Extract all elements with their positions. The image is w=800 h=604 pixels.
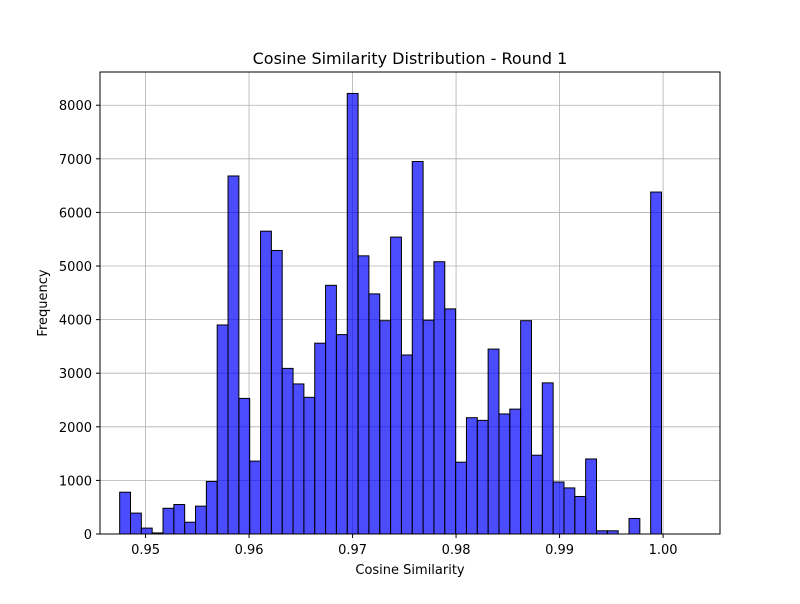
x-tick-label: 0.95: [131, 543, 160, 558]
histogram-bar: [195, 505, 207, 535]
histogram-bar: [650, 191, 663, 535]
histogram-bar: [400, 354, 413, 535]
x-tick-label: 0.96: [235, 543, 264, 558]
histogram-bar: [541, 382, 554, 535]
histogram-bar: [335, 334, 348, 535]
histogram-bar: [574, 495, 587, 535]
histogram-bar: [357, 255, 370, 535]
histogram-bar: [260, 230, 272, 535]
histogram-bar: [585, 458, 597, 535]
histogram-bar: [140, 527, 153, 535]
x-tick-label: 0.98: [442, 543, 471, 558]
histogram-bar: [303, 396, 316, 535]
histogram-bar: [509, 408, 522, 535]
histogram-bar: [487, 348, 500, 535]
histogram-bar: [314, 342, 327, 535]
histogram-bar: [455, 461, 467, 535]
histogram-bar: [292, 383, 305, 535]
y-tick-label: 3000: [59, 367, 92, 382]
x-axis-ticks: 0.95 0.96 0.97 0.98 0.99 1.00: [131, 534, 678, 558]
histogram-bar: [563, 487, 576, 535]
histogram-bar: [184, 521, 197, 535]
y-tick-label: 1000: [59, 474, 92, 489]
grid-lines: [100, 72, 720, 535]
histogram-bar: [411, 161, 424, 535]
histogram-bar: [433, 261, 446, 535]
y-axis-ticks: 0 1000 2000 3000 4000 5000 6000 7000 8000: [59, 99, 100, 543]
histogram-bar: [130, 512, 142, 535]
y-tick-label: 8000: [59, 99, 92, 114]
histogram-bar: [465, 417, 478, 535]
histogram-bar: [476, 419, 489, 535]
histogram-bar: [238, 397, 251, 535]
histogram-bar: [173, 504, 186, 535]
histogram-bar: [422, 319, 435, 535]
histogram-bar: [368, 293, 381, 535]
histogram-bar: [628, 517, 641, 535]
histogram-bar: [390, 236, 402, 535]
histogram-bar: [552, 481, 565, 535]
chart-title: Cosine Similarity Distribution - Round 1: [253, 49, 568, 68]
histogram-bar: [379, 320, 392, 535]
histogram-bar: [227, 175, 240, 535]
histogram-bar: [270, 249, 283, 535]
histogram-bar: [346, 92, 359, 535]
histogram-bar: [325, 284, 337, 535]
histogram-bar: [530, 454, 543, 535]
histogram-bar: [216, 324, 229, 535]
x-tick-label: 0.97: [338, 543, 367, 558]
y-tick-label: 4000: [59, 314, 92, 329]
histogram-bar: [162, 507, 175, 535]
y-tick-label: 6000: [59, 206, 92, 221]
y-tick-label: 0: [84, 528, 92, 543]
x-axis-label: Cosine Similarity: [355, 563, 465, 578]
y-axis-label: Frequency: [36, 269, 51, 336]
histogram-bar: [249, 460, 262, 535]
x-tick-label: 1.00: [649, 543, 678, 558]
histogram-bar: [205, 480, 218, 535]
plot-area-frame: [99, 71, 721, 535]
y-tick-label: 5000: [59, 260, 92, 275]
y-tick-label: 7000: [59, 153, 92, 168]
histogram-bar: [281, 367, 294, 535]
x-tick-label: 0.99: [545, 543, 574, 558]
y-tick-label: 2000: [59, 421, 92, 436]
histogram-bar: [520, 320, 532, 535]
histogram-bar: [444, 308, 457, 535]
histogram-bar: [498, 413, 511, 535]
histogram-bar: [119, 491, 132, 535]
histogram-bars: [119, 92, 663, 535]
